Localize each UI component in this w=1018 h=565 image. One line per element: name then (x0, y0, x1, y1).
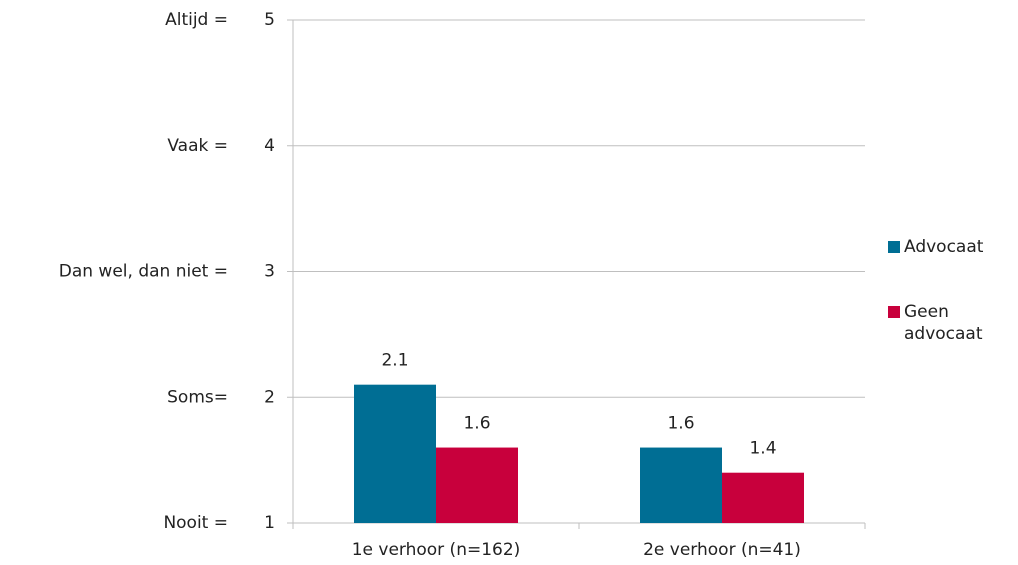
y-tick-description: Dan wel, dan niet = (59, 262, 228, 282)
bar (722, 472, 804, 523)
y-tick-description: Altijd = (165, 10, 228, 30)
data-label: 1.6 (463, 414, 490, 434)
y-tick-label: 5 (264, 10, 275, 30)
data-label: 2.1 (381, 351, 408, 371)
legend-item: Advocaat (888, 236, 1013, 258)
y-tick-description: Soms= (167, 387, 228, 407)
legend-label: Geen advocaat (904, 302, 983, 344)
x-tick-label: 2e verhoor (n=41) (643, 540, 801, 560)
bar (436, 447, 518, 523)
legend-swatch (888, 241, 900, 253)
y-tick-description: Vaak = (167, 136, 228, 156)
y-tick-label: 4 (264, 136, 275, 156)
legend-label: Advocaat (904, 237, 984, 257)
bar (354, 384, 436, 523)
y-tick-label: 2 (264, 387, 275, 407)
legend-item: Geen advocaat (888, 301, 1013, 345)
y-tick-label: 3 (264, 262, 275, 282)
data-label: 1.4 (749, 439, 776, 459)
data-label: 1.6 (667, 414, 694, 434)
y-tick-label: 1 (264, 513, 275, 533)
y-tick-description: Nooit = (163, 513, 228, 533)
legend-swatch (888, 306, 900, 318)
bar (640, 447, 722, 523)
x-tick-label: 1e verhoor (n=162) (352, 540, 521, 560)
